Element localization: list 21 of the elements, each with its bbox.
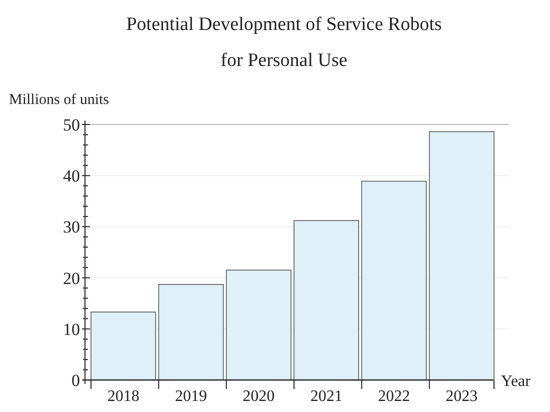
- y-tick-label: 10: [63, 320, 80, 339]
- x-tick-label: 2018: [107, 388, 140, 405]
- y-tick-label: 50: [63, 115, 80, 134]
- bar: [428, 131, 494, 380]
- x-tick-label: 2020: [242, 388, 275, 405]
- y-axis-title: Millions of units: [9, 92, 110, 108]
- bar: [361, 180, 427, 380]
- bar: [294, 220, 360, 380]
- x-tick-label: 2023: [446, 388, 478, 405]
- bar: [158, 284, 224, 380]
- y-tick-label: 30: [63, 218, 80, 237]
- y-tick-label: 0: [72, 370, 80, 390]
- chart-title: Potential Development of Service Robots for Personal Use: [126, 14, 442, 71]
- x-tick-label: 2021: [310, 388, 342, 405]
- x-tick-label: 2022: [378, 388, 410, 405]
- x-axis-title: Year: [501, 373, 532, 390]
- x-tick-label: 2019: [174, 388, 207, 405]
- y-tick-label: 20: [63, 268, 80, 288]
- bar: [90, 312, 156, 380]
- y-tick-label: 40: [63, 166, 80, 186]
- bar: [226, 270, 292, 380]
